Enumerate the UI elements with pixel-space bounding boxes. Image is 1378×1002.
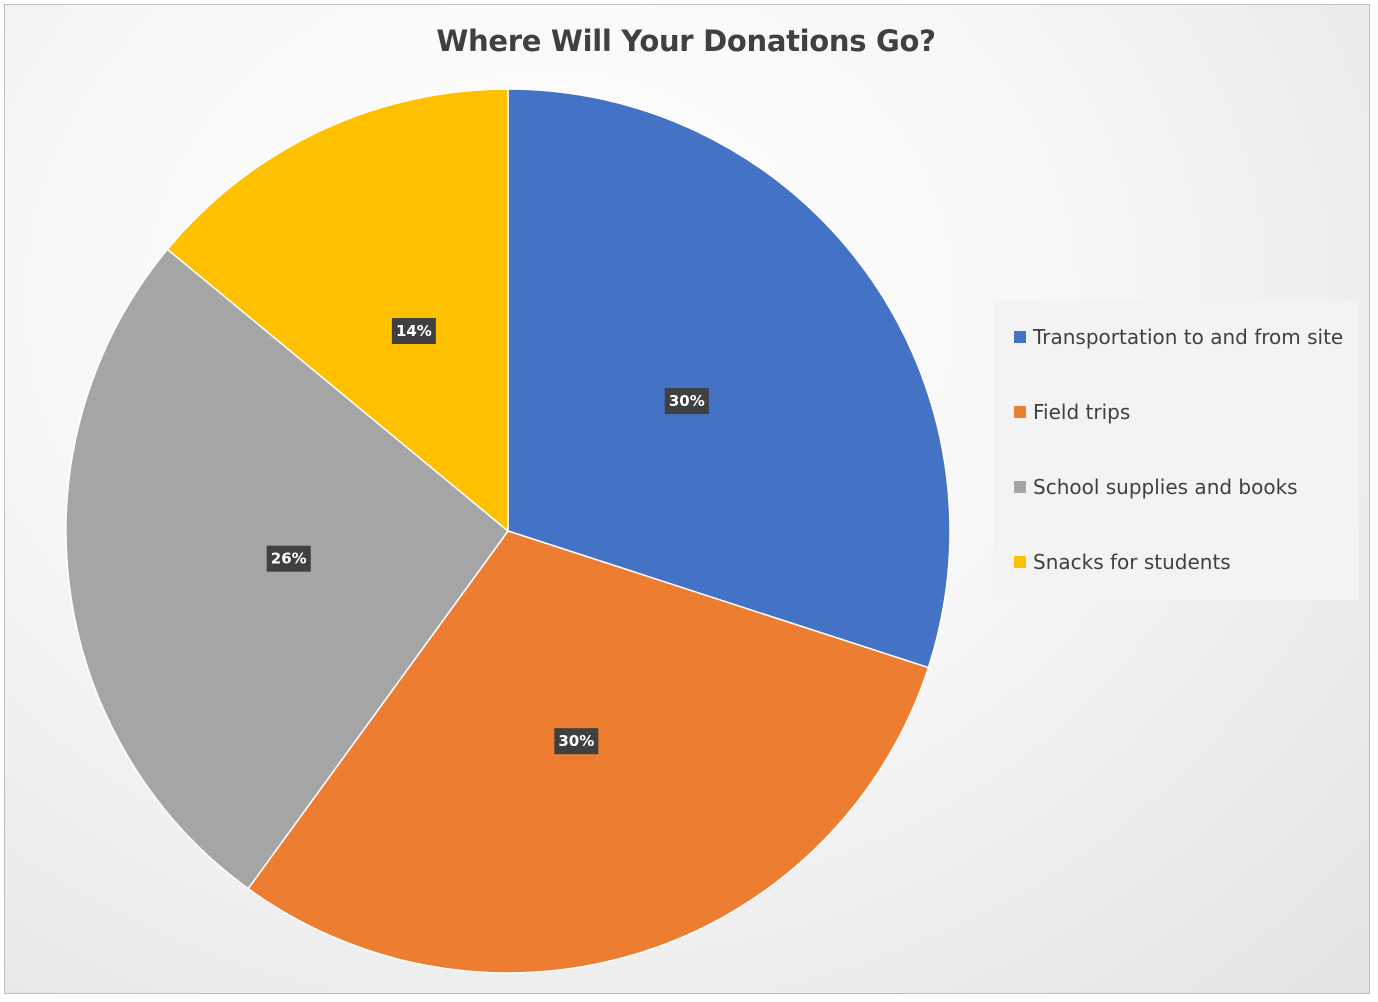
data-label-text: 14% — [396, 322, 432, 340]
legend-item-field-trips: Field trips — [993, 397, 1359, 427]
slice-transportation — [507, 88, 951, 669]
legend-label: School supplies and books — [1033, 475, 1298, 499]
data-label-field-trips: 30% — [554, 728, 599, 755]
data-label-box — [266, 545, 311, 572]
data-label-box — [554, 728, 599, 755]
pie-data-labels: 30% 30% 26% 14% — [266, 318, 709, 755]
legend-swatch — [1014, 556, 1026, 568]
slice-snacks — [166, 88, 509, 533]
legend-label: Snacks for students — [1033, 550, 1231, 574]
legend-swatch — [1014, 481, 1026, 493]
chart-title: Where Will Your Donations Go? — [436, 24, 936, 58]
data-label-text: 30% — [558, 732, 594, 750]
legend-item-transportation: Transportation to and from site — [993, 322, 1359, 352]
data-label-box — [391, 318, 436, 345]
data-label-school-supplies: 26% — [266, 545, 311, 572]
legend-item-school-supplies: School supplies and books — [993, 472, 1359, 502]
data-label-snacks: 14% — [391, 318, 436, 345]
data-label-box — [664, 388, 709, 415]
data-label-transportation: 30% — [664, 388, 709, 415]
data-label-text: 30% — [669, 392, 705, 410]
legend-item-snacks: Snacks for students — [993, 547, 1359, 577]
data-label-text: 26% — [271, 550, 307, 568]
legend-swatch — [1014, 406, 1026, 418]
legend-label: Transportation to and from site — [1033, 325, 1344, 349]
pie-slices — [65, 88, 951, 974]
legend-label: Field trips — [1033, 400, 1131, 424]
legend-swatch — [1014, 331, 1026, 343]
legend: Transportation to and from site Field tr… — [993, 300, 1359, 600]
